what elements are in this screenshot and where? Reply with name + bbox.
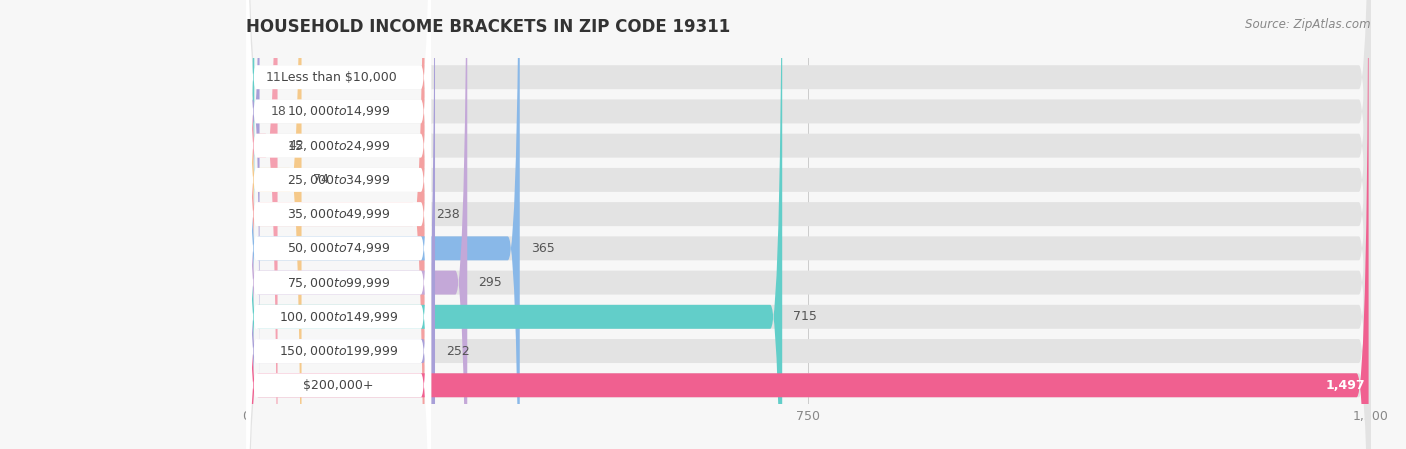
FancyBboxPatch shape <box>246 0 1371 449</box>
FancyBboxPatch shape <box>246 0 782 449</box>
FancyBboxPatch shape <box>246 0 425 449</box>
Text: 42: 42 <box>288 139 305 152</box>
Text: 365: 365 <box>531 242 555 255</box>
FancyBboxPatch shape <box>246 0 254 254</box>
Text: HOUSEHOLD INCOME BRACKETS IN ZIP CODE 19311: HOUSEHOLD INCOME BRACKETS IN ZIP CODE 19… <box>246 18 730 36</box>
Text: 715: 715 <box>793 310 817 323</box>
Text: $50,000 to $74,999: $50,000 to $74,999 <box>287 242 391 255</box>
FancyBboxPatch shape <box>246 0 432 449</box>
FancyBboxPatch shape <box>246 0 432 449</box>
FancyBboxPatch shape <box>246 0 432 449</box>
FancyBboxPatch shape <box>246 0 432 449</box>
FancyBboxPatch shape <box>246 0 432 449</box>
Text: 18: 18 <box>271 105 287 118</box>
FancyBboxPatch shape <box>246 0 1371 449</box>
FancyBboxPatch shape <box>246 0 1371 449</box>
FancyBboxPatch shape <box>246 0 1371 449</box>
FancyBboxPatch shape <box>246 0 432 449</box>
FancyBboxPatch shape <box>246 0 1371 449</box>
Text: $200,000+: $200,000+ <box>304 379 374 392</box>
FancyBboxPatch shape <box>246 0 434 449</box>
Text: 295: 295 <box>478 276 502 289</box>
Text: 252: 252 <box>446 344 470 357</box>
FancyBboxPatch shape <box>246 0 301 449</box>
Text: 11: 11 <box>266 70 281 84</box>
Text: $150,000 to $199,999: $150,000 to $199,999 <box>278 344 398 358</box>
FancyBboxPatch shape <box>246 0 1371 449</box>
Text: $35,000 to $49,999: $35,000 to $49,999 <box>287 207 391 221</box>
Text: $15,000 to $24,999: $15,000 to $24,999 <box>287 139 391 153</box>
FancyBboxPatch shape <box>246 0 277 449</box>
Text: Source: ZipAtlas.com: Source: ZipAtlas.com <box>1246 18 1371 31</box>
FancyBboxPatch shape <box>246 0 1371 449</box>
FancyBboxPatch shape <box>246 0 432 449</box>
Text: Less than $10,000: Less than $10,000 <box>281 70 396 84</box>
Text: $10,000 to $14,999: $10,000 to $14,999 <box>287 105 391 119</box>
FancyBboxPatch shape <box>246 0 1371 449</box>
FancyBboxPatch shape <box>246 0 1368 449</box>
Text: 238: 238 <box>436 207 460 220</box>
FancyBboxPatch shape <box>246 0 432 449</box>
FancyBboxPatch shape <box>246 0 1371 449</box>
FancyBboxPatch shape <box>246 0 432 449</box>
FancyBboxPatch shape <box>246 0 432 449</box>
Text: $25,000 to $34,999: $25,000 to $34,999 <box>287 173 391 187</box>
Text: 1,497: 1,497 <box>1326 379 1365 392</box>
Text: $75,000 to $99,999: $75,000 to $99,999 <box>287 276 391 290</box>
Text: $100,000 to $149,999: $100,000 to $149,999 <box>278 310 398 324</box>
FancyBboxPatch shape <box>246 0 1371 449</box>
Text: 74: 74 <box>312 173 329 186</box>
FancyBboxPatch shape <box>246 0 520 449</box>
FancyBboxPatch shape <box>246 0 260 408</box>
FancyBboxPatch shape <box>246 0 467 449</box>
